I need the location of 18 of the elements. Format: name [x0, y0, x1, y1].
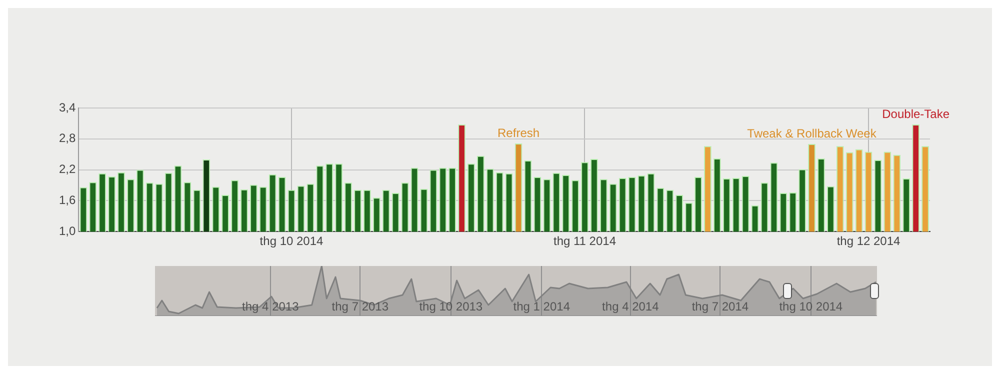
y-tick-label: 2,2: [58, 162, 76, 176]
y-tick-label: 1,0: [58, 224, 76, 238]
x-tick-label: thg 10 2013: [419, 300, 483, 314]
x-tick-label: thg 4 2013: [242, 300, 300, 314]
x-tick-label: thg 1 2014: [513, 300, 570, 314]
y-tick-label: 1,6: [58, 193, 76, 208]
y-tick-label: 3,4: [58, 100, 76, 114]
x-tick-label: thg 12 2014: [836, 234, 901, 248]
data-label: Tweak & Rollback Week: [747, 126, 878, 140]
x-tick-label: thg 4 2014: [602, 300, 660, 314]
x-tick-label: thg 10 2014: [260, 234, 324, 248]
x-tick-label: thg 7 2013: [332, 300, 389, 314]
x-tick-label: thg 11 2014: [553, 234, 616, 248]
data-label: Double-Take: [882, 106, 950, 121]
y-tick-label: 2,8: [58, 131, 76, 146]
x-tick-label: thg 7 2014: [692, 300, 749, 314]
x-tick-label: thg 10 2014: [779, 300, 843, 314]
data-label: Refresh: [498, 126, 540, 140]
